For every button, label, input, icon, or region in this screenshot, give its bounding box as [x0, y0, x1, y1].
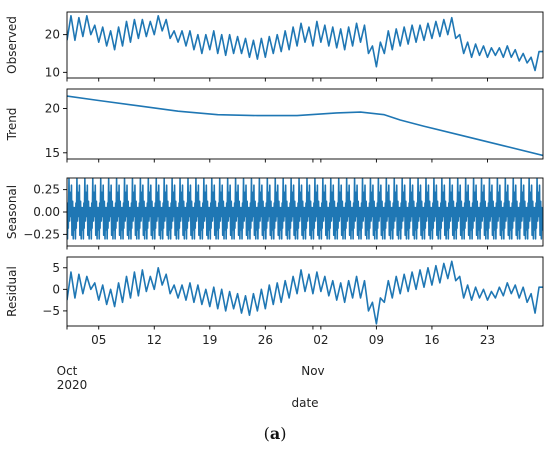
xtick-label: 02 [313, 333, 328, 347]
figure-caption: (a) [0, 424, 550, 443]
x-axis-label: date [291, 396, 318, 410]
residual-ytick-label: −5 [42, 304, 60, 318]
observed-series-line [67, 14, 543, 72]
xtick-label: Oct [57, 364, 78, 378]
residual-ytick-label: 5 [52, 261, 60, 275]
seasonal-ylabel: Seasonal [5, 185, 19, 239]
xtick-year-label: 2020 [57, 378, 88, 392]
xtick-label: Nov [301, 364, 324, 378]
trend-ylabel: Trend [5, 108, 19, 142]
residual-panel-frame [66, 256, 544, 327]
trend-ytick-label: 15 [45, 146, 60, 160]
observed-ytick-label: 10 [45, 65, 60, 79]
caption-open: ( [263, 424, 270, 443]
residual-ylabel: Residual [5, 266, 19, 317]
seasonal-ytick-label: 0.25 [33, 183, 60, 197]
residual-ytick-label: 0 [52, 282, 60, 296]
xtick-label: 05 [91, 333, 106, 347]
observed-panel-frame [66, 11, 544, 79]
xtick-label: 09 [369, 333, 384, 347]
seasonal-ytick-label: −0.25 [23, 227, 60, 241]
xtick-label: 26 [258, 333, 273, 347]
residual-series-line [67, 260, 543, 325]
observed-ylabel: Observed [5, 16, 19, 74]
xtick-label: 19 [202, 333, 217, 347]
trend-series-line [67, 95, 543, 157]
trend-ytick-label: 20 [45, 101, 60, 115]
seasonal-ytick-label: 0.00 [33, 205, 60, 219]
xtick-label: 23 [480, 333, 495, 347]
observed-ytick-label: 20 [45, 28, 60, 42]
xtick-label: 12 [147, 333, 162, 347]
seasonal-series-line [67, 178, 543, 240]
caption-close: ) [280, 424, 287, 443]
trend-panel-frame [66, 88, 544, 160]
caption-letter: a [269, 424, 281, 443]
xtick-label: 16 [424, 333, 439, 347]
